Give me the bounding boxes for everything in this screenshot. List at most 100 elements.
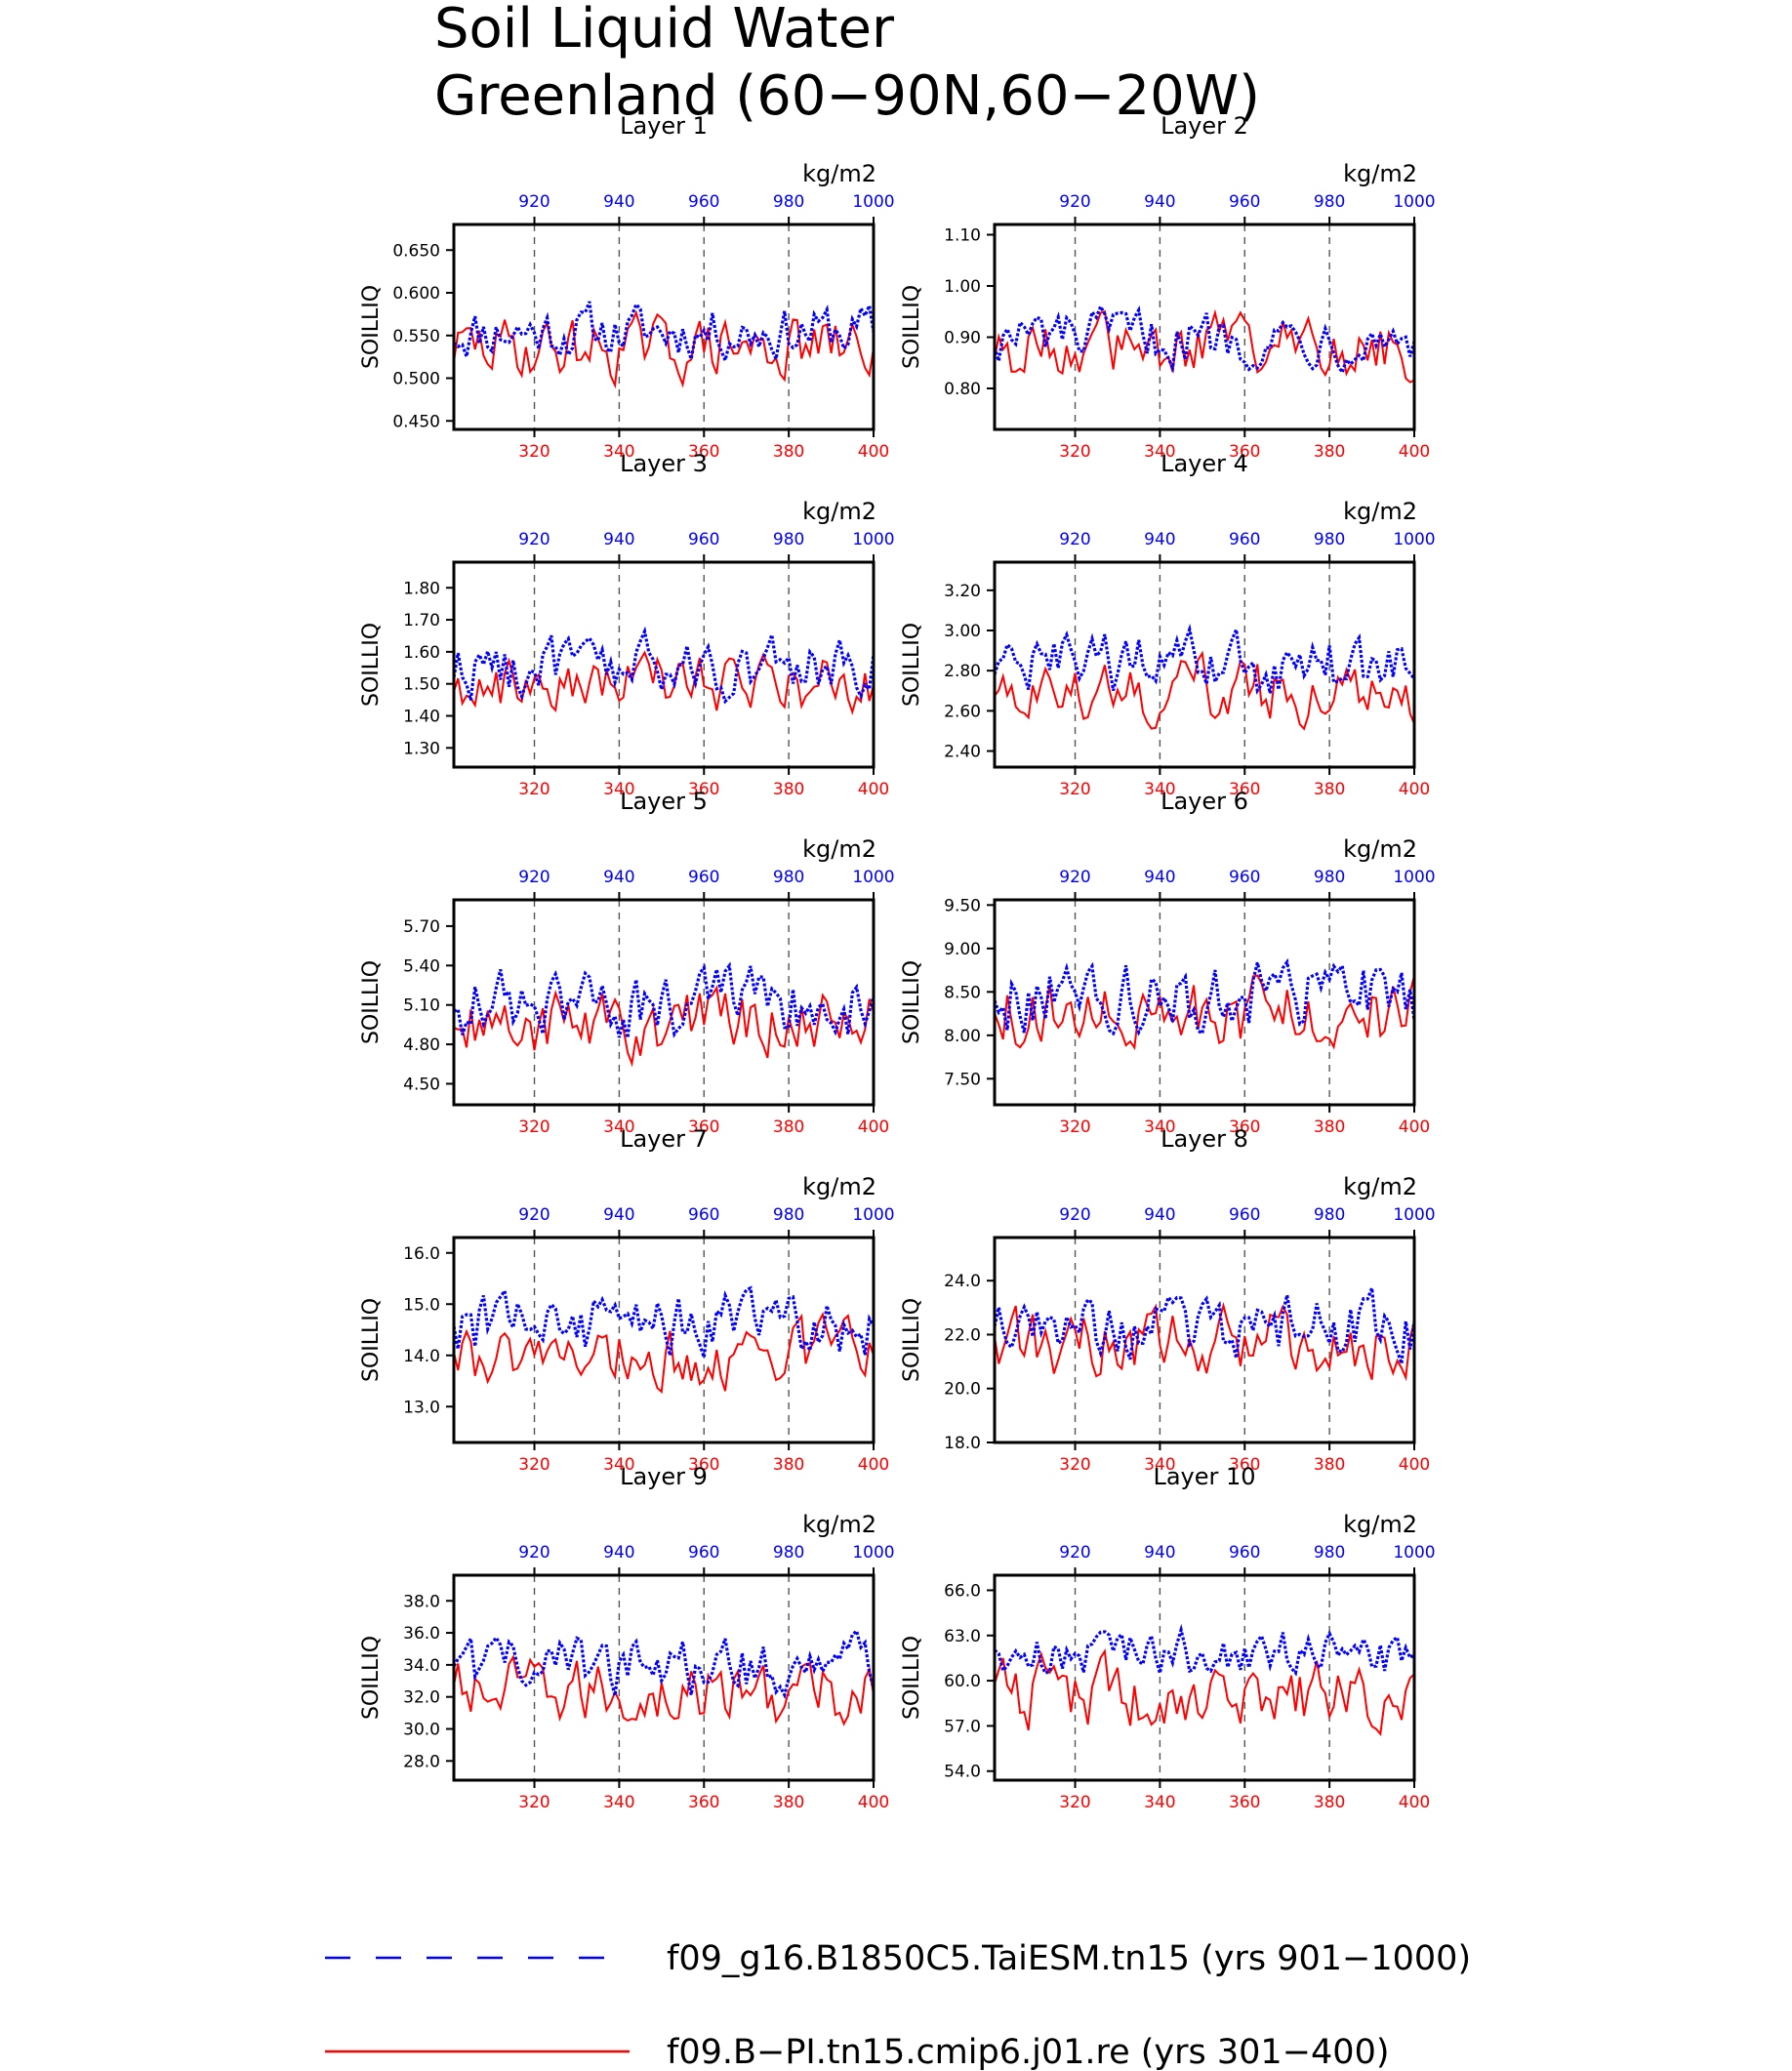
y-tick-label: 0.90: [944, 329, 981, 348]
series-blue-line: [452, 1285, 876, 1359]
plot-frame: [993, 1573, 1416, 1782]
x-tick-label-top: 940: [1144, 192, 1175, 212]
x-tick-label-top: 940: [1144, 1205, 1175, 1225]
x-tick-label-top: 980: [1314, 1205, 1345, 1225]
y-tick-label: 36.0: [403, 1624, 440, 1644]
x-tick-label-top: 980: [773, 868, 804, 887]
x-tick-label-bottom: 380: [1314, 1117, 1345, 1137]
x-tick-label-bottom: 400: [1399, 780, 1430, 799]
y-tick-label: 60.0: [944, 1672, 981, 1691]
x-tick-label-top: 980: [1314, 868, 1345, 887]
x-tick-label-bottom: 400: [1399, 1117, 1430, 1137]
units-label: kg/m2: [802, 498, 876, 525]
legend-label-1: f09_g16.B1850C5.TaiESM.tn15 (yrs 901−100…: [667, 1939, 1471, 1978]
units-label: kg/m2: [802, 835, 876, 863]
y-tick-label: 2.40: [944, 743, 981, 762]
x-tick-label-top: 920: [518, 192, 550, 212]
y-tick-label: 2.60: [944, 702, 981, 721]
x-tick-label-bottom: 320: [518, 1793, 550, 1812]
series-red-line: [994, 1647, 1415, 1736]
x-tick-label-top: 920: [1059, 1205, 1090, 1225]
x-tick-label-bottom: 360: [688, 1793, 719, 1812]
panel-title: Layer 8: [1161, 1125, 1248, 1153]
x-tick-label-bottom: 400: [858, 1117, 889, 1137]
x-tick-label-top: 980: [1314, 192, 1345, 212]
x-tick-label-top: 940: [603, 530, 634, 549]
panel-title: Layer 5: [620, 788, 708, 815]
x-tick-label-bottom: 320: [1059, 1793, 1090, 1812]
units-label: kg/m2: [802, 1511, 876, 1538]
x-tick-label-top: 940: [1144, 530, 1175, 549]
x-tick-label-top: 960: [688, 868, 719, 887]
series-blue-line: [993, 623, 1416, 695]
y-tick-label: 1.70: [403, 611, 440, 630]
y-axis-label: SOILLIQ: [900, 960, 924, 1044]
figure-title-line2: Greenland (60−90N,60−20W): [434, 64, 1260, 128]
x-tick-label-top: 960: [1229, 1543, 1260, 1563]
x-tick-label-top: 940: [603, 1205, 634, 1225]
x-tick-label-bottom: 380: [773, 1455, 804, 1475]
x-tick-label-bottom: 340: [1144, 1455, 1175, 1475]
y-tick-label: 3.20: [944, 582, 981, 601]
panel-layer-10: Layer 10 kg/m2 SOILLIQ 54.0 57.0 60.0 63.0 66.0…: [900, 1463, 1436, 1812]
y-tick-label: 9.50: [944, 896, 981, 915]
plot-frame: [452, 898, 876, 1107]
y-tick-label: 22.0: [944, 1325, 981, 1345]
y-tick-label: 1.80: [403, 579, 440, 598]
x-tick-label-bottom: 360: [1229, 1117, 1260, 1137]
x-tick-label-top: 940: [603, 868, 634, 887]
y-tick-label: 1.50: [403, 675, 440, 695]
x-tick-label-bottom: 320: [518, 1455, 550, 1475]
plot-frame: [452, 223, 876, 431]
x-tick-label-bottom: 340: [1144, 780, 1175, 799]
y-tick-label: 1.60: [403, 643, 440, 663]
y-tick-label: 2.80: [944, 662, 981, 681]
y-tick-label: 5.10: [403, 996, 440, 1016]
y-tick-label: 4.50: [403, 1075, 440, 1094]
x-tick-label-top: 960: [688, 1205, 719, 1225]
x-tick-label-top: 1000: [1393, 192, 1435, 212]
y-tick-label: 32.0: [403, 1688, 440, 1708]
series-red-line: [453, 985, 875, 1068]
plot-frame: [993, 898, 1416, 1107]
y-tick-label: 13.0: [403, 1398, 440, 1417]
x-tick-label-bottom: 360: [1229, 1455, 1260, 1475]
x-tick-label-bottom: 360: [688, 442, 719, 462]
x-tick-label-top: 920: [1059, 1543, 1090, 1563]
y-axis-label: SOILLIQ: [359, 960, 384, 1044]
x-tick-label-bottom: 380: [773, 1117, 804, 1137]
series-blue-line: [993, 303, 1416, 377]
x-tick-label-bottom: 320: [1059, 1117, 1090, 1137]
y-tick-label: 5.40: [403, 956, 440, 976]
x-tick-label-top: 940: [603, 1543, 634, 1563]
x-tick-label-bottom: 380: [1314, 780, 1345, 799]
x-tick-label-top: 940: [603, 192, 634, 212]
y-tick-label: 9.00: [944, 940, 981, 959]
x-tick-label-bottom: 320: [518, 442, 550, 462]
panel-layer-2: Layer 2 kg/m2 SOILLIQ 0.80 0.90 1.00 1.10 320 34…: [900, 112, 1436, 462]
x-tick-label-top: 920: [1059, 530, 1090, 549]
series-red-line: [994, 974, 1415, 1051]
x-tick-label-bottom: 320: [1059, 1455, 1090, 1475]
y-tick-label: 1.10: [944, 226, 981, 246]
y-tick-label: 7.50: [944, 1070, 981, 1089]
series-blue-line: [452, 300, 876, 366]
y-tick-label: 0.600: [392, 284, 440, 304]
y-tick-label: 0.550: [392, 327, 440, 346]
x-tick-label-top: 980: [1314, 530, 1345, 549]
y-tick-label: 0.80: [944, 380, 981, 399]
panel-layer-5: Layer 5 kg/m2 SOILLIQ 4.50 4.80 5.10 5.40 5.70 3…: [359, 788, 895, 1137]
x-tick-label-top: 1000: [852, 868, 894, 887]
panel-layer-9: Layer 9 kg/m2 SOILLIQ 28.0 30.0 32.0 34.0 36.0 3…: [359, 1463, 895, 1812]
series-blue-line: [453, 961, 876, 1038]
series-red-line: [453, 1654, 875, 1726]
x-tick-label-bottom: 340: [1144, 1793, 1175, 1812]
x-tick-label-bottom: 400: [858, 780, 889, 799]
x-tick-label-top: 980: [1314, 1543, 1345, 1563]
x-tick-label-bottom: 340: [603, 1117, 634, 1137]
x-tick-label-bottom: 340: [603, 442, 634, 462]
x-tick-label-top: 1000: [1393, 530, 1435, 549]
x-tick-label-bottom: 380: [1314, 442, 1345, 462]
series-blue-line: [993, 957, 1416, 1036]
x-tick-label-top: 1000: [1393, 1205, 1435, 1225]
